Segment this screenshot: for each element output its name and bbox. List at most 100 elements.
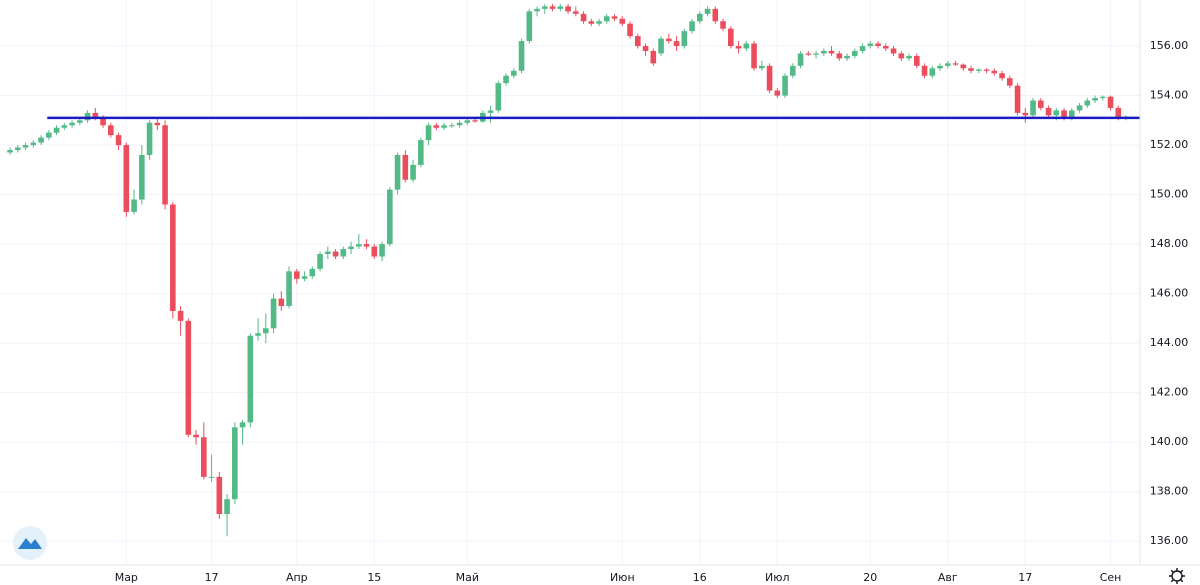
y-tick-label: 158.00 bbox=[1150, 0, 1189, 3]
candle-body bbox=[22, 145, 29, 148]
candle-body bbox=[1115, 107, 1122, 118]
gear-teeth[interactable] bbox=[1169, 568, 1185, 584]
candle-body bbox=[170, 204, 176, 311]
candle-body bbox=[270, 298, 277, 329]
x-tick-label: 16 bbox=[693, 571, 707, 584]
candle-body bbox=[247, 335, 254, 423]
candle-body bbox=[666, 38, 672, 42]
candle-body bbox=[735, 46, 742, 49]
candle-body bbox=[487, 110, 494, 113]
candle-body bbox=[844, 55, 850, 59]
x-tick-label: Апр bbox=[286, 571, 308, 584]
candle-body bbox=[108, 125, 114, 136]
candle-body bbox=[511, 70, 517, 76]
candle-body bbox=[425, 125, 432, 141]
y-tick-label: 150.00 bbox=[1150, 188, 1189, 201]
candle-body bbox=[340, 249, 347, 257]
candle-body bbox=[991, 70, 998, 74]
candle-body bbox=[317, 254, 323, 269]
candle-body bbox=[681, 31, 688, 47]
candle-body bbox=[7, 150, 13, 153]
candle-body bbox=[883, 46, 889, 49]
candle-body bbox=[790, 65, 796, 76]
candle-body bbox=[712, 8, 719, 22]
candle-body bbox=[542, 6, 548, 9]
x-tick-label: 20 bbox=[863, 571, 877, 584]
candle-body bbox=[185, 320, 192, 435]
candle-body bbox=[456, 122, 463, 126]
candle-body bbox=[263, 328, 269, 334]
candle-body bbox=[635, 36, 641, 47]
candle-body bbox=[410, 164, 416, 180]
candle-body bbox=[387, 189, 393, 245]
candle-body bbox=[348, 246, 354, 250]
candle-body bbox=[38, 137, 44, 143]
candle-body bbox=[782, 75, 788, 96]
candle-body bbox=[596, 21, 602, 24]
candle-body bbox=[495, 83, 502, 111]
candle-body bbox=[115, 135, 122, 146]
settings-button[interactable] bbox=[1169, 568, 1185, 584]
candle-body bbox=[673, 41, 680, 47]
candle-body bbox=[1014, 85, 1021, 113]
candle-body bbox=[239, 422, 246, 428]
logo bbox=[13, 526, 47, 560]
candle-body bbox=[968, 68, 974, 71]
candle-body bbox=[371, 246, 378, 257]
candle-body bbox=[774, 90, 781, 96]
x-tick-label: Май bbox=[456, 571, 479, 584]
candle-body bbox=[332, 251, 339, 257]
x-tick-label: 17 bbox=[1018, 571, 1032, 584]
candle-body bbox=[1084, 100, 1091, 106]
y-tick-label: 156.00 bbox=[1150, 39, 1189, 52]
candle-body bbox=[356, 244, 362, 247]
candle-body bbox=[255, 333, 261, 336]
candle-body bbox=[557, 6, 564, 9]
candle-body bbox=[402, 154, 409, 180]
candle-body bbox=[906, 55, 912, 59]
candle-body bbox=[751, 43, 757, 69]
x-tick-label: Авг bbox=[938, 571, 958, 584]
candle-body bbox=[650, 50, 657, 64]
candle-body bbox=[278, 298, 285, 307]
candle-body bbox=[208, 476, 215, 478]
logo-icon bbox=[18, 538, 42, 549]
candle-body bbox=[658, 38, 664, 54]
candle-body bbox=[766, 65, 773, 91]
candle-body bbox=[77, 120, 83, 123]
y-tick-label: 144.00 bbox=[1150, 336, 1189, 349]
candle-body bbox=[619, 18, 626, 24]
y-tick-label: 138.00 bbox=[1150, 485, 1189, 498]
candle-body bbox=[642, 46, 649, 51]
candle-body bbox=[61, 125, 68, 128]
candle-body bbox=[1092, 98, 1098, 101]
candle-body bbox=[689, 21, 695, 32]
candle-body bbox=[177, 310, 184, 321]
candle-body bbox=[1076, 105, 1083, 111]
candle-body bbox=[1030, 100, 1036, 116]
candle-body bbox=[611, 16, 618, 19]
candle-body bbox=[146, 122, 153, 155]
candle-body bbox=[867, 43, 874, 47]
y-tick-label: 152.00 bbox=[1150, 138, 1189, 151]
candle-body bbox=[154, 122, 161, 126]
candle-body bbox=[573, 11, 579, 14]
candle-body bbox=[232, 427, 238, 500]
candle-body bbox=[518, 41, 525, 71]
candle-body bbox=[193, 434, 199, 438]
candle-body bbox=[976, 69, 982, 71]
axes: 136.00 138.00 140.00 142.00 144.00 146.00 148.… bbox=[115, 0, 1189, 584]
y-tick-label: 148.00 bbox=[1150, 237, 1189, 250]
candle-body bbox=[805, 53, 812, 55]
candle-body bbox=[418, 140, 424, 165]
candle-body bbox=[898, 53, 905, 59]
candle-body bbox=[1107, 96, 1114, 108]
candle-body bbox=[363, 244, 370, 247]
candle-body bbox=[433, 125, 440, 128]
candle-body bbox=[123, 145, 130, 212]
x-tick-label: Июл bbox=[765, 571, 790, 584]
candle-body bbox=[441, 125, 447, 128]
candle-body bbox=[580, 13, 587, 22]
candle-body bbox=[131, 199, 137, 212]
